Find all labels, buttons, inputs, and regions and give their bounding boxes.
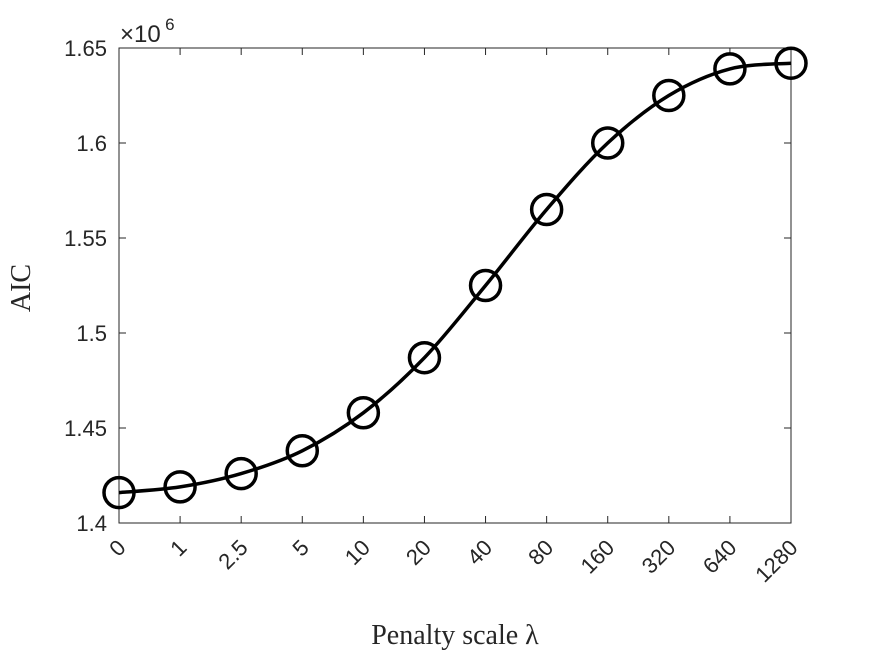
data-point <box>652 78 686 113</box>
y-tick-label: 1.4 <box>76 511 107 536</box>
aic-series <box>102 46 808 510</box>
plot-frame <box>118 47 792 524</box>
data-point <box>407 340 442 375</box>
y-axis-ticks: 1.4 1.45 1.5 1.55 1.6 1.65 <box>64 36 791 536</box>
data-point <box>163 470 197 504</box>
y-axis-multiplier-base: ×10 <box>120 21 161 48</box>
y-tick-label: 1.65 <box>64 36 107 61</box>
series-line <box>118 61 792 495</box>
y-tick-label: 1.45 <box>64 416 107 441</box>
data-point <box>346 396 381 430</box>
data-point <box>713 52 747 86</box>
y-tick-label: 1.55 <box>64 226 107 251</box>
y-axis-multiplier-exponent: 6 <box>165 15 174 34</box>
data-point <box>590 126 625 160</box>
axes-box <box>118 47 792 524</box>
y-axis-title: AIC <box>6 264 37 312</box>
data-point <box>774 46 808 80</box>
data-point <box>285 434 320 468</box>
data-point <box>224 456 258 491</box>
y-tick-label: 1.5 <box>76 321 107 346</box>
data-point <box>529 192 564 227</box>
data-point <box>468 268 503 303</box>
y-tick-label: 1.6 <box>76 131 107 156</box>
x-axis-title: Penalty scale λ <box>371 620 539 651</box>
data-point <box>102 475 136 510</box>
y-axis-multiplier: ×10 6 <box>120 15 175 48</box>
